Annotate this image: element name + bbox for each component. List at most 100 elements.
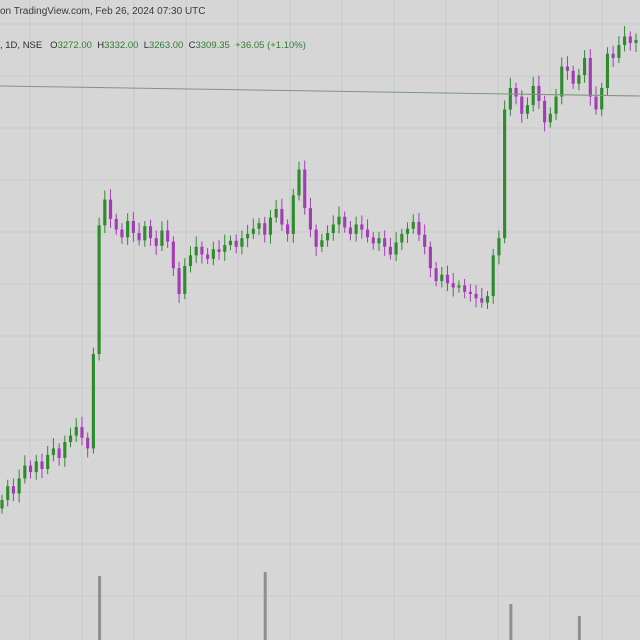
candle-down (365, 229, 370, 238)
candle-down (423, 234, 427, 247)
candle-down (451, 283, 455, 288)
candle-up (228, 240, 233, 246)
candle-up (600, 88, 604, 110)
symbol-interval: , 1D, NSE (0, 40, 43, 51)
candle-up (394, 242, 398, 255)
candle-down (371, 237, 375, 244)
candle-up (291, 195, 295, 234)
candle-up (605, 53, 610, 88)
candle-down (348, 227, 352, 234)
candle-up (68, 435, 73, 442)
candle-down (286, 224, 290, 234)
candle-up (46, 454, 50, 470)
candle-up (320, 240, 324, 247)
candle-down (360, 224, 364, 230)
candle-down (234, 240, 238, 247)
ohlc-legend: , 1D, NSE O3272.00 H3332.00 L3263.00 C33… (0, 40, 306, 51)
candle-up (405, 228, 410, 234)
candle-up (531, 85, 535, 106)
candle-down (11, 486, 15, 494)
candle-up (160, 230, 164, 246)
candle-down (80, 426, 84, 438)
candle-up (485, 296, 490, 303)
candle-down (594, 96, 598, 110)
candle-down (383, 238, 387, 247)
candle-up (337, 216, 341, 225)
candle-down (57, 448, 61, 458)
high-value: 3332.00 (104, 40, 139, 51)
candle-up (577, 75, 581, 84)
candle-down (28, 465, 33, 473)
high-label: H (97, 40, 105, 51)
candle-down (120, 229, 124, 238)
candle-down (263, 223, 267, 235)
candle-up (143, 226, 147, 241)
published-header: on TradingView.com, Feb 26, 2024 07:30 U… (0, 6, 206, 17)
candle-down (537, 85, 541, 101)
candle-up (400, 233, 404, 243)
candle-down (565, 66, 570, 71)
candle-down (434, 268, 438, 282)
candle-up (51, 448, 55, 455)
candle-up (623, 36, 627, 46)
candle-up (268, 217, 273, 235)
low-value: 3263.00 (148, 40, 184, 51)
candle-down (303, 169, 307, 209)
candle-down (308, 208, 313, 230)
candle-down (131, 221, 135, 234)
candle-up (23, 465, 27, 479)
volume-bar (98, 576, 102, 640)
candle-down (543, 100, 547, 123)
open-label: O (50, 40, 58, 51)
candle-down (177, 268, 181, 294)
candle-up (246, 233, 250, 239)
candle-up (560, 66, 564, 97)
candle-down (200, 246, 204, 255)
candle-down (217, 249, 221, 252)
candle-up (411, 221, 415, 229)
candle-up (491, 255, 495, 297)
candle-up (548, 113, 552, 123)
candle-down (611, 53, 615, 58)
candle-up (63, 442, 67, 458)
candle-down (520, 96, 524, 114)
change-value: +36.05 (+1.10%) (235, 40, 306, 51)
candle-down (314, 229, 318, 247)
candle-down (137, 233, 141, 241)
candle-up (525, 105, 530, 114)
candle-up (251, 228, 255, 234)
candle-up (457, 285, 461, 288)
candle-down (417, 221, 421, 235)
candle-down (280, 209, 284, 225)
candle-down (148, 226, 153, 239)
close-label: C (188, 40, 196, 51)
candle-up (6, 486, 10, 500)
candle-down (343, 216, 347, 228)
candle-up (240, 238, 244, 247)
candle-down (468, 291, 472, 294)
candle-up (257, 223, 261, 229)
candle-up (554, 96, 558, 114)
candle-up (183, 266, 187, 294)
candle-up (274, 209, 278, 218)
candle-up (223, 245, 227, 252)
volume-bars (98, 572, 581, 640)
candle-down (154, 238, 158, 246)
candle-up (103, 199, 107, 226)
candle-up (325, 233, 330, 241)
candle-down (114, 218, 118, 230)
candle-down (86, 437, 90, 449)
candle-up (91, 354, 95, 449)
candle-up (126, 221, 130, 238)
candle-up (34, 461, 38, 473)
candle-down (388, 246, 392, 255)
volume-bar (577, 616, 581, 640)
candle-up (377, 238, 381, 244)
candle-down (171, 241, 175, 269)
candle-down (40, 461, 44, 470)
candle-down (428, 246, 432, 269)
candles (0, 26, 638, 514)
close-value: 3309.35 (195, 40, 230, 51)
candle-up (634, 39, 638, 43)
